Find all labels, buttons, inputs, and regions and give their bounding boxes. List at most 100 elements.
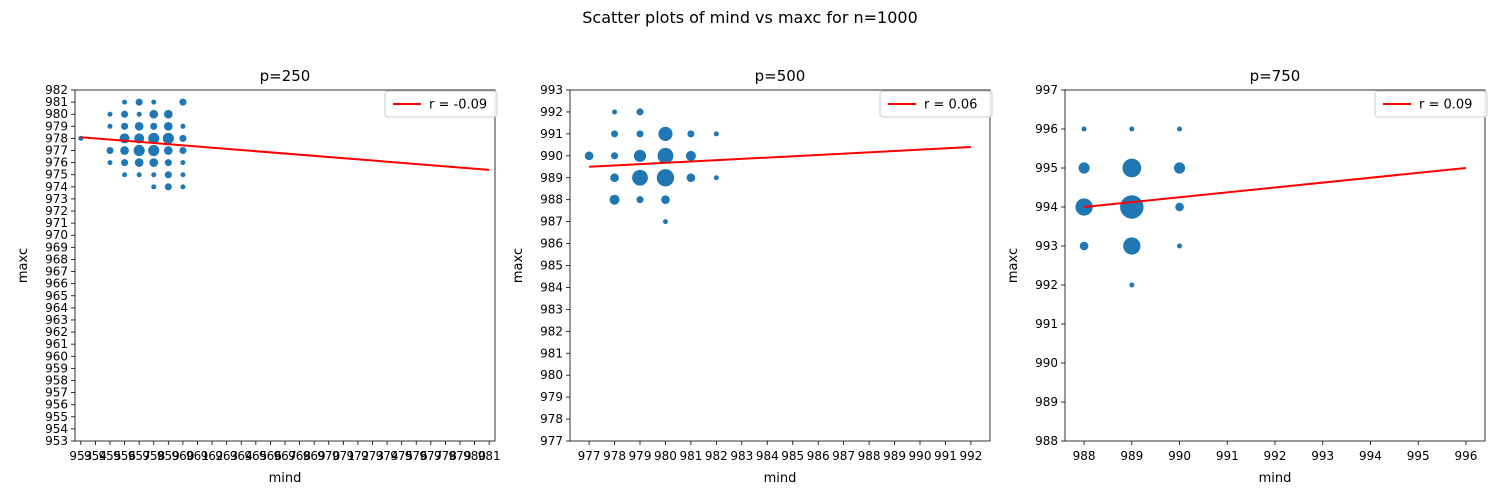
data-point bbox=[121, 122, 129, 130]
y-tick-label: 988 bbox=[1035, 434, 1058, 448]
y-tick-label: 991 bbox=[1035, 317, 1058, 331]
data-point bbox=[164, 171, 172, 179]
data-point bbox=[685, 150, 696, 161]
y-tick-label: 978 bbox=[540, 412, 563, 426]
y-tick-label: 960 bbox=[45, 349, 68, 363]
y-tick-label: 992 bbox=[1035, 278, 1058, 292]
data-point bbox=[662, 219, 668, 225]
x-tick-label: 956 bbox=[113, 449, 136, 463]
figure-title: Scatter plots of mind vs maxc for n=1000 bbox=[582, 8, 918, 27]
x-axis-label: mind bbox=[764, 471, 797, 486]
x-tick-label: 991 bbox=[934, 449, 957, 463]
x-tick-label: 971 bbox=[332, 449, 355, 463]
data-point bbox=[120, 146, 129, 155]
y-tick-label: 956 bbox=[45, 398, 68, 412]
legend: r = 0.09 bbox=[1374, 90, 1488, 118]
y-tick-label: 987 bbox=[540, 215, 563, 229]
y-tick-label: 983 bbox=[540, 302, 563, 316]
y-tick-label: 964 bbox=[45, 301, 68, 315]
x-tick-label: 978 bbox=[434, 449, 457, 463]
data-point bbox=[151, 99, 157, 105]
x-tick-label: 955 bbox=[99, 449, 122, 463]
y-tick-label: 969 bbox=[45, 240, 68, 254]
x-axis-label: mind bbox=[1259, 471, 1292, 486]
plot-frame bbox=[1064, 89, 1486, 442]
data-point bbox=[1123, 237, 1141, 255]
data-point bbox=[632, 169, 648, 186]
y-axis-label: maxc bbox=[1006, 248, 1021, 283]
data-point bbox=[1177, 243, 1183, 249]
y-tick-label: 967 bbox=[45, 265, 68, 279]
x-tick-label: 977 bbox=[578, 449, 601, 463]
y-tick-label: 995 bbox=[1035, 161, 1058, 175]
data-point bbox=[148, 132, 160, 145]
data-point bbox=[133, 144, 145, 157]
y-tick-label: 972 bbox=[45, 204, 68, 218]
y-tick-label: 985 bbox=[540, 259, 563, 273]
x-tick-label: 994 bbox=[1359, 449, 1382, 463]
data-point bbox=[657, 147, 674, 164]
legend-box bbox=[384, 90, 498, 118]
y-tick-label: 976 bbox=[45, 156, 68, 170]
data-point bbox=[611, 130, 619, 138]
y-tick-label: 977 bbox=[45, 144, 68, 158]
data-point bbox=[713, 175, 719, 181]
data-point bbox=[636, 108, 644, 116]
data-point bbox=[658, 126, 673, 141]
x-tick-label: 976 bbox=[405, 449, 428, 463]
x-tick-label: 980 bbox=[654, 449, 677, 463]
data-point bbox=[713, 131, 719, 137]
fit-line bbox=[80, 136, 490, 171]
chart-title: p=500 bbox=[755, 67, 806, 85]
y-tick-label: 955 bbox=[45, 410, 68, 424]
legend: r = -0.09 bbox=[384, 90, 498, 118]
y-tick-label: 984 bbox=[540, 280, 563, 294]
y-tick-label: 986 bbox=[540, 237, 563, 251]
x-tick-label: 954 bbox=[84, 449, 107, 463]
x-tick-label: 978 bbox=[603, 449, 626, 463]
y-tick-label: 979 bbox=[540, 390, 563, 404]
y-tick-label: 977 bbox=[540, 434, 563, 448]
y-tick-label: 982 bbox=[540, 324, 563, 338]
x-tick-label: 979 bbox=[629, 449, 652, 463]
data-point bbox=[151, 172, 157, 178]
data-point bbox=[148, 144, 160, 157]
data-point bbox=[164, 183, 172, 191]
data-point bbox=[180, 184, 186, 190]
y-tick-label: 981 bbox=[45, 95, 68, 109]
y-axis-label: maxc bbox=[511, 248, 526, 283]
x-tick-label: 991 bbox=[1216, 449, 1239, 463]
x-tick-label: 960 bbox=[171, 449, 194, 463]
data-point bbox=[136, 172, 142, 178]
chart-title: p=250 bbox=[260, 67, 311, 85]
data-point bbox=[179, 98, 187, 106]
chart-panel-3: 988 989 990 991 992 993 994 995 996 988 989 990 991 9… bbox=[1006, 67, 1488, 486]
x-tick-label: 974 bbox=[376, 449, 399, 463]
y-tick-label: 996 bbox=[1035, 122, 1058, 136]
data-point bbox=[122, 99, 128, 105]
data-point bbox=[584, 151, 594, 161]
x-tick-label: 981 bbox=[679, 449, 702, 463]
y-tick-label: 993 bbox=[1035, 239, 1058, 253]
y-tick-label: 971 bbox=[45, 216, 68, 230]
y-axis-label: maxc bbox=[16, 248, 31, 283]
data-point bbox=[179, 134, 187, 142]
data-point bbox=[134, 121, 144, 131]
data-point bbox=[180, 160, 186, 166]
legend: r = 0.06 bbox=[879, 90, 993, 118]
chart-panel-1: 9539549559569579589599609619629639649659… bbox=[16, 67, 501, 486]
data-point bbox=[609, 194, 620, 205]
y-tick-label: 966 bbox=[45, 277, 68, 291]
data-point bbox=[1120, 195, 1144, 219]
data-point bbox=[611, 152, 619, 160]
data-point bbox=[610, 173, 619, 183]
x-tick-label: 995 bbox=[1407, 449, 1430, 463]
y-tick-label: 975 bbox=[45, 168, 68, 182]
fit-line bbox=[589, 146, 971, 168]
data-point bbox=[1129, 282, 1135, 288]
data-point bbox=[636, 130, 644, 138]
y-tick-label: 991 bbox=[540, 127, 563, 141]
data-point bbox=[135, 98, 143, 106]
y-tick-label: 965 bbox=[45, 289, 68, 303]
